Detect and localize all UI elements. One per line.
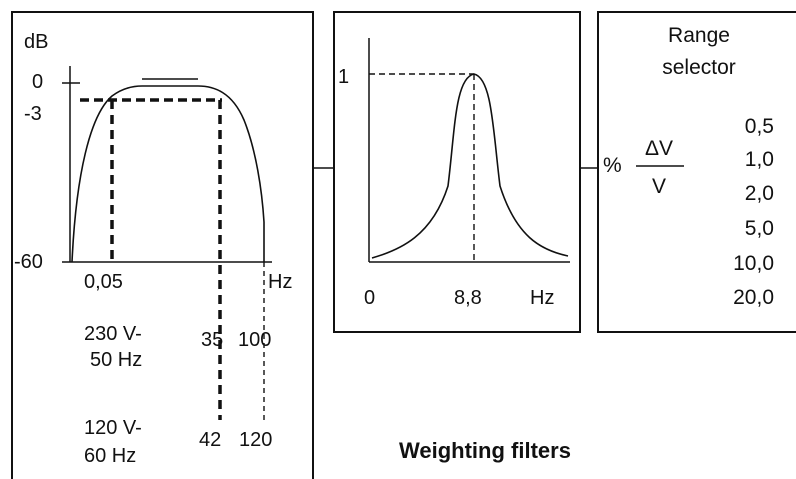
cutoff-120-label: 120 [239, 429, 272, 451]
range-selector-title-line1: Range [668, 24, 730, 47]
delta-v-numerator: ΔV [645, 137, 673, 160]
range-selector-frame [597, 11, 796, 333]
x-tick-lowcut: 0,05 [84, 271, 123, 293]
weighting-panel: 1 0 8,8 Hz [333, 11, 581, 333]
weighting-frame [333, 11, 581, 333]
mains-120-line2: 60 Hz [84, 445, 136, 467]
y-tick-minus3: -3 [24, 103, 42, 125]
y-axis-unit-label: dB [24, 31, 48, 53]
weighting-x-tick-peak: 8,8 [454, 287, 482, 309]
x-unit-hz: Hz [268, 271, 292, 293]
y-tick-0: 0 [32, 71, 43, 93]
v-denominator: V [652, 175, 666, 198]
cutoff-35-label: 35 [201, 329, 223, 351]
range-selector-title-line2: selector [662, 56, 736, 79]
bandpass-panel: dB 0 -3 -60 0,05 Hz 230 V- 50 Hz 120 V- … [11, 11, 314, 479]
range-values-list: 0,5 1,0 2,0 5,0 10,0 20,0 [733, 115, 774, 309]
mains-230-line1: 230 V- [84, 323, 142, 345]
mains-120-line1: 120 V- [84, 417, 142, 439]
percent-sign: % [603, 154, 622, 177]
figure-caption: Weighting filters [399, 438, 571, 463]
range-value: 5,0 [745, 217, 774, 240]
weighting-y-tick-1: 1 [338, 66, 349, 88]
bandpass-response-curve [71, 85, 265, 263]
range-value: 2,0 [745, 182, 774, 205]
mains-230-line2: 50 Hz [90, 349, 142, 371]
y-tick-minus60: -60 [14, 251, 43, 273]
weighting-x-unit-hz: Hz [530, 287, 554, 309]
weighting-x-tick-0: 0 [364, 287, 375, 309]
weighting-response-curve [371, 73, 569, 259]
range-selector-panel: Range selector % ΔV V 0,5 1,0 2,0 5,0 10… [597, 11, 796, 333]
bandpass-frame [11, 11, 314, 479]
range-value: 0,5 [745, 115, 774, 138]
range-value: 10,0 [733, 252, 774, 275]
cutoff-100-label: 100 [238, 329, 271, 351]
range-value: 1,0 [745, 148, 774, 171]
range-value: 20,0 [733, 286, 774, 309]
cutoff-42-label: 42 [199, 429, 221, 451]
